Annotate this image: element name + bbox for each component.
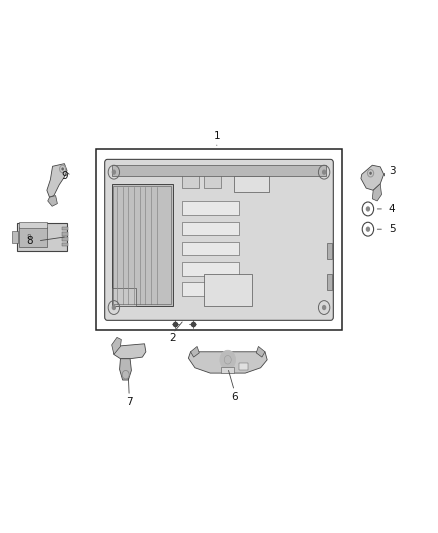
Circle shape	[112, 305, 116, 310]
Text: 1: 1	[213, 131, 220, 141]
Circle shape	[61, 167, 64, 171]
Bar	[112, 288, 136, 306]
Polygon shape	[188, 352, 267, 373]
Bar	[221, 367, 234, 373]
Text: 7: 7	[126, 398, 133, 407]
Circle shape	[322, 169, 326, 175]
Text: 4: 4	[389, 204, 396, 214]
Polygon shape	[256, 346, 265, 357]
Text: 2: 2	[170, 334, 177, 343]
Polygon shape	[361, 165, 384, 190]
Bar	[182, 176, 199, 188]
Bar	[182, 262, 239, 276]
Bar	[19, 222, 47, 228]
Polygon shape	[47, 164, 67, 197]
Bar	[182, 282, 239, 296]
Text: 6: 6	[231, 392, 238, 402]
Text: 5: 5	[389, 224, 396, 234]
Circle shape	[369, 172, 372, 175]
Polygon shape	[48, 196, 57, 206]
Circle shape	[322, 305, 326, 310]
Bar	[113, 186, 171, 304]
Bar	[204, 274, 252, 306]
Bar	[182, 222, 239, 235]
FancyBboxPatch shape	[105, 159, 333, 320]
Text: 3: 3	[389, 166, 396, 175]
Polygon shape	[120, 359, 131, 380]
Bar	[239, 363, 248, 370]
Bar	[12, 231, 18, 243]
Bar	[234, 176, 269, 192]
Bar	[62, 243, 68, 246]
Bar	[62, 227, 68, 230]
Circle shape	[112, 169, 116, 175]
Bar	[204, 176, 221, 188]
Bar	[182, 242, 239, 255]
Bar	[62, 237, 68, 241]
Text: 8: 8	[27, 233, 31, 240]
Bar	[327, 243, 332, 259]
Text: 9: 9	[61, 171, 68, 181]
Bar	[62, 232, 68, 236]
Circle shape	[366, 227, 370, 232]
Bar	[327, 274, 332, 290]
Bar	[19, 227, 47, 247]
Bar	[96, 149, 342, 330]
Text: 8: 8	[26, 236, 33, 246]
Polygon shape	[191, 346, 199, 357]
Polygon shape	[372, 184, 381, 201]
Bar	[182, 201, 239, 215]
Circle shape	[220, 350, 236, 369]
Bar	[112, 184, 173, 306]
Polygon shape	[112, 337, 121, 354]
Bar	[17, 223, 67, 251]
Polygon shape	[114, 344, 146, 359]
Bar	[112, 165, 326, 176]
Circle shape	[366, 206, 370, 212]
